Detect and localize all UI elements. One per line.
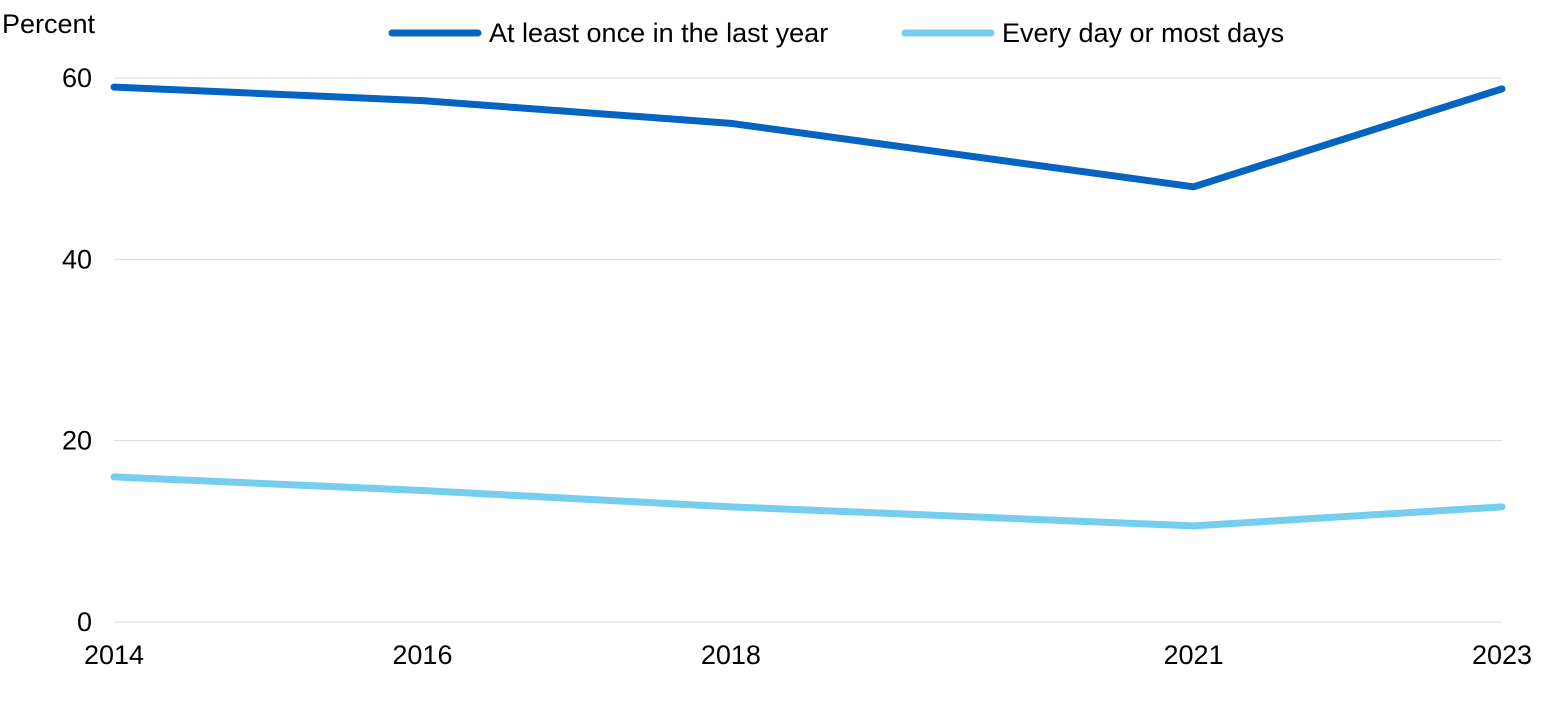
x-tick-label: 2018	[701, 640, 761, 670]
y-axis-ticks: 0 20 40 60	[62, 63, 92, 637]
x-tick-label: 2016	[392, 640, 452, 670]
y-tick-label: 40	[62, 244, 92, 274]
series-lines	[110, 83, 1506, 530]
legend-label-2: Every day or most days	[1002, 18, 1284, 48]
legend-label-1: At least once in the last year	[489, 18, 828, 48]
series-line-1	[110, 83, 1506, 191]
y-axis-title: Percent	[2, 9, 96, 39]
x-axis-ticks: 2014 2016 2018 2021 2023	[84, 640, 1532, 670]
x-tick-label: 2014	[84, 640, 144, 670]
series-line-2	[110, 473, 1506, 530]
x-tick-label: 2023	[1472, 640, 1532, 670]
y-tick-label: 60	[62, 63, 92, 93]
x-tick-label: 2021	[1164, 640, 1224, 670]
legend: At least once in the last year Every day …	[388, 18, 1284, 48]
y-tick-label: 0	[77, 607, 92, 637]
y-tick-label: 20	[62, 426, 92, 456]
gridlines	[114, 77, 1502, 623]
